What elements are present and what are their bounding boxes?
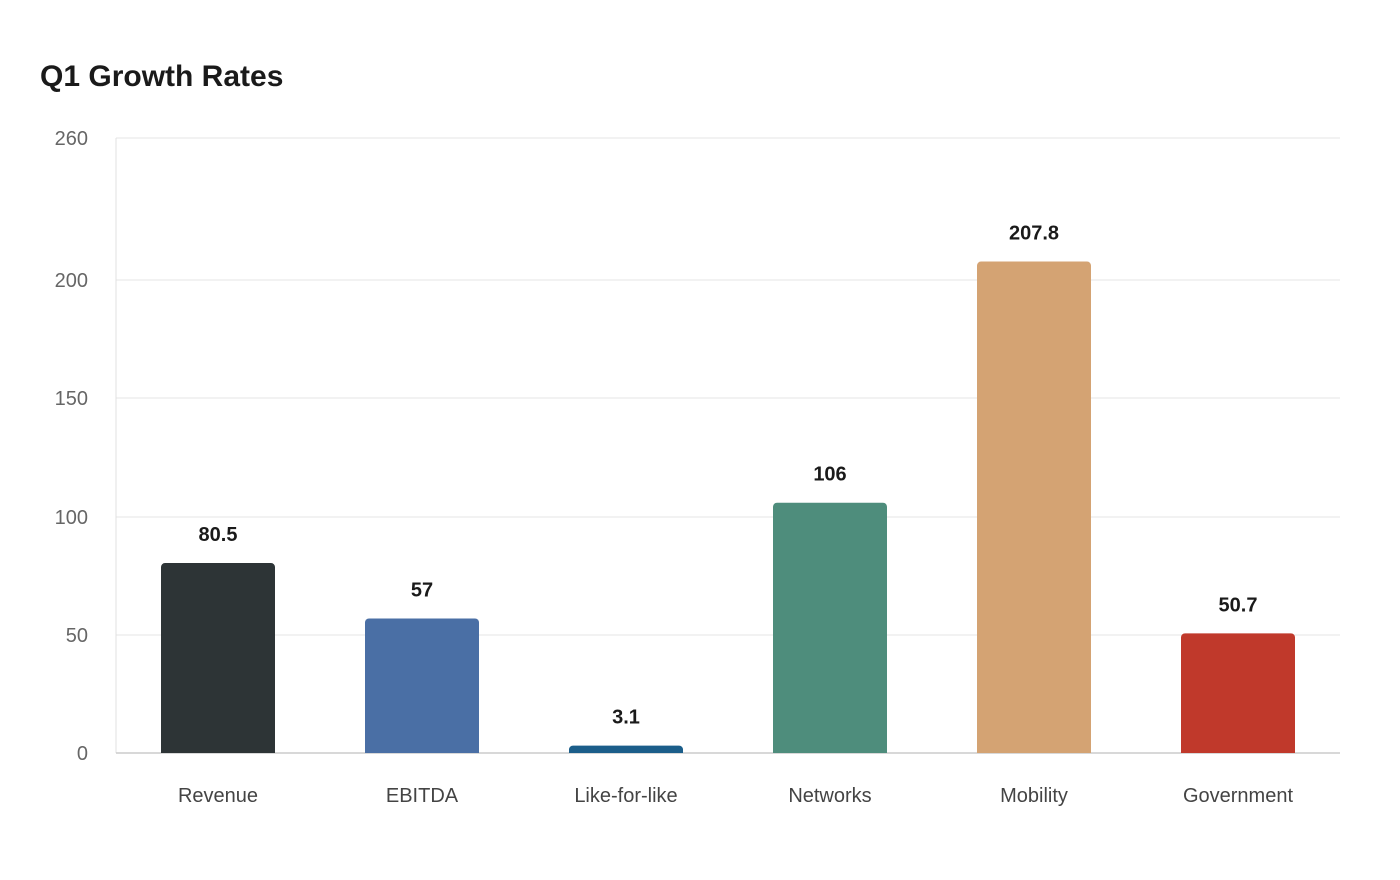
- bar-base: [365, 749, 479, 753]
- y-tick-label: 100: [55, 507, 88, 529]
- x-tick-label: EBITDA: [386, 785, 459, 807]
- data-label: 207.8: [1009, 223, 1059, 245]
- bar-ebitda: [365, 618, 479, 753]
- grid-lines: [116, 137, 1340, 636]
- bar-base: [977, 749, 1091, 753]
- y-tick-label: 200: [55, 270, 88, 292]
- x-tick-label: Like-for-like: [574, 785, 677, 807]
- bar-government: [1181, 633, 1295, 753]
- data-label: 50.7: [1219, 594, 1258, 616]
- y-tick-label: 150: [55, 388, 88, 410]
- chart-title: Q1 Growth Rates: [40, 60, 284, 93]
- bars: [161, 261, 1295, 753]
- x-tick-label: Networks: [788, 785, 871, 807]
- bar-base: [1181, 749, 1295, 753]
- data-label: 57: [411, 579, 433, 601]
- x-tick-label: Mobility: [1000, 785, 1068, 807]
- x-tick-label: Government: [1183, 785, 1293, 807]
- y-tick-label: 260: [55, 128, 88, 150]
- bar-revenue: [161, 563, 275, 753]
- y-tick-label: 50: [66, 625, 88, 647]
- data-label: 106: [813, 464, 846, 486]
- y-tick-label: 0: [77, 743, 88, 765]
- bar-networks: [773, 502, 887, 753]
- bar-mobility: [977, 261, 1091, 753]
- bar-base: [161, 749, 275, 753]
- bar-base: [569, 749, 683, 753]
- labels: 80.5 Revenue 57 EBITDA 3.1 Like-for-like 106 Ne…: [178, 223, 1293, 807]
- bar-base: [773, 749, 887, 753]
- data-label: 3.1: [612, 707, 640, 729]
- x-tick-label: Revenue: [178, 785, 258, 807]
- axes: 0 50 100 150 200 260: [55, 128, 1340, 765]
- data-label: 80.5: [199, 524, 238, 546]
